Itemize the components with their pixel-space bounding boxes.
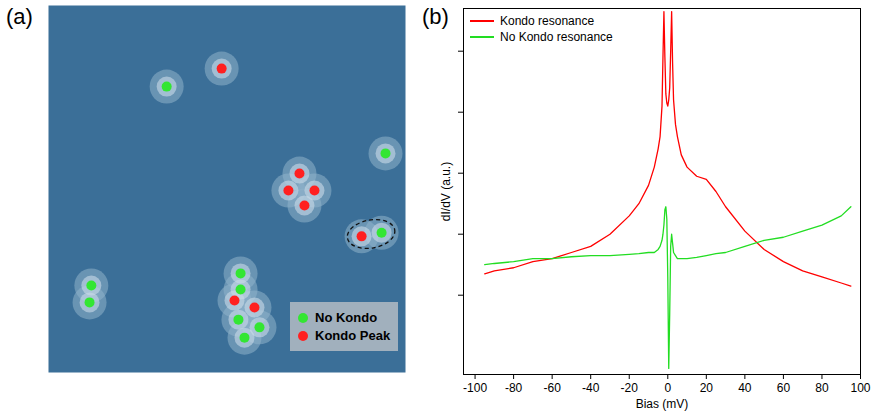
html-text:No Kondo resonance: No Kondo resonance bbox=[500, 30, 613, 44]
html-text:(a): (a) bbox=[6, 4, 33, 29]
html-text:Kondo Peak: Kondo Peak bbox=[315, 328, 391, 343]
html-text:Kondo resonance: Kondo resonance bbox=[500, 14, 595, 28]
svg-text:dI/dV (a.u.): dI/dV (a.u.) bbox=[439, 162, 453, 221]
svg-text:-60: -60 bbox=[543, 381, 561, 395]
html-text:(b): (b) bbox=[422, 4, 449, 29]
svg-text:80: 80 bbox=[815, 381, 829, 395]
svg-text:60: 60 bbox=[777, 381, 791, 395]
svg-text:0: 0 bbox=[664, 381, 671, 395]
svg-text:-100: -100 bbox=[463, 381, 487, 395]
svg-text:-20: -20 bbox=[621, 381, 639, 395]
html-text:No Kondo: No Kondo bbox=[315, 310, 378, 325]
svg-text:-80: -80 bbox=[505, 381, 523, 395]
svg-text:100: 100 bbox=[850, 381, 870, 395]
svg-text:Bias (mV): Bias (mV) bbox=[636, 397, 689, 411]
svg-text:20: 20 bbox=[700, 381, 714, 395]
svg-text:40: 40 bbox=[738, 381, 752, 395]
svg-text:-40: -40 bbox=[582, 381, 600, 395]
